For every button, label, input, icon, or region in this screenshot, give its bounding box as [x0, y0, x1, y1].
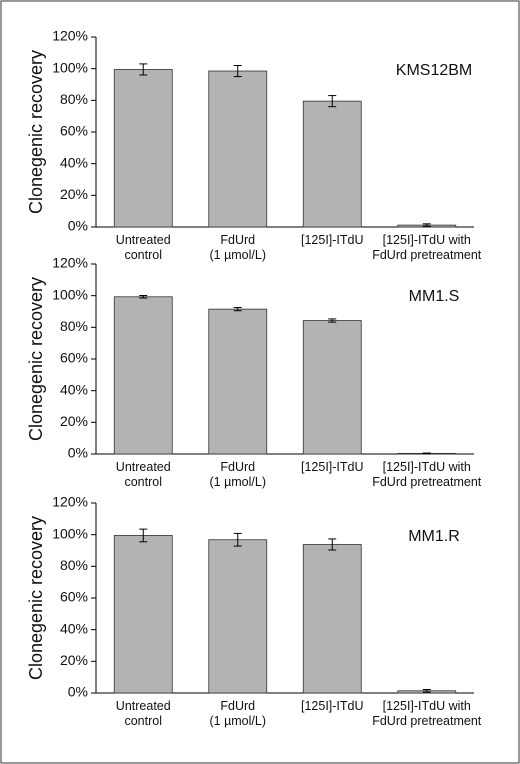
bar [208, 70, 268, 228]
bar [302, 320, 362, 455]
bar [208, 308, 268, 455]
y-tick-label: 20% [60, 186, 88, 202]
y-tick-label: 60% [60, 589, 88, 605]
category-label: [125I]-ITdU with [383, 699, 471, 713]
bar [113, 69, 173, 228]
category-label: Untreated [116, 699, 171, 713]
category-label: control [124, 714, 162, 728]
category-label: [125I]-ITdU [301, 460, 364, 474]
category-label: Untreated [116, 460, 171, 474]
bar [302, 544, 362, 694]
panel-title: MM1.S [409, 288, 460, 305]
category-label: control [124, 248, 162, 262]
bar [113, 296, 173, 455]
category-label: (1 µmol/L) [209, 714, 266, 728]
category-label: [125I]-ITdU [301, 233, 364, 247]
category-label: [125I]-ITdU with [383, 460, 471, 474]
category-label: FdUrd pretreatment [372, 475, 482, 489]
category-label: FdUrd pretreatment [372, 248, 482, 262]
category-label: (1 µmol/L) [209, 248, 266, 262]
y-tick-label: 0% [68, 684, 88, 700]
category-label: FdUrd [220, 460, 255, 474]
y-tick-label: 80% [60, 557, 88, 573]
y-axis-label: Clonegenic recovery [26, 277, 46, 441]
y-tick-label: 0% [68, 218, 88, 234]
category-label: [125I]-ITdU with [383, 233, 471, 247]
y-tick-label: 40% [60, 620, 88, 636]
category-label: Untreated [116, 233, 171, 247]
category-label: [125I]-ITdU [301, 699, 364, 713]
chart-panel-2: 0% 20% 40% 60% 80% 100% 120% Clonegenic recover… [26, 255, 482, 489]
chart-panel-3: 0% 20% 40% 60% 80% 100% 120% Clonegenic recover… [26, 494, 482, 728]
y-tick-label: 120% [52, 28, 88, 44]
y-tick-label: 20% [60, 652, 88, 668]
y-tick-label: 20% [60, 413, 88, 429]
y-axis-label: Clonegenic recovery [26, 50, 46, 214]
y-tick-label: 80% [60, 91, 88, 107]
y-tick-label: 60% [60, 350, 88, 366]
chart-panel-1: 0% 20% 40% 60% 80% 100% 120% Clonegenic recover… [26, 28, 482, 262]
panel-title: KMS12BM [396, 62, 472, 79]
y-tick-label: 0% [68, 445, 88, 461]
category-label: (1 µmol/L) [209, 475, 266, 489]
y-tick-label: 40% [60, 154, 88, 170]
bar [208, 539, 268, 694]
chart-panels: 0% 20% 40% 60% 80% 100% 120% Clonegenic recover… [26, 28, 482, 728]
y-tick-label: 120% [52, 255, 88, 271]
category-label: control [124, 475, 162, 489]
y-tick-label: 100% [52, 286, 88, 302]
y-tick-label: 120% [52, 494, 88, 510]
bar [113, 535, 173, 694]
y-axis-label: Clonegenic recovery [26, 516, 46, 680]
panel-title: MM1.R [408, 528, 460, 545]
y-tick-label: 100% [52, 59, 88, 75]
bar [302, 100, 362, 228]
y-tick-label: 60% [60, 123, 88, 139]
y-tick-label: 100% [52, 525, 88, 541]
category-label: FdUrd pretreatment [372, 714, 482, 728]
category-label: FdUrd [220, 699, 255, 713]
y-tick-label: 80% [60, 318, 88, 334]
category-label: FdUrd [220, 233, 255, 247]
y-tick-label: 40% [60, 381, 88, 397]
